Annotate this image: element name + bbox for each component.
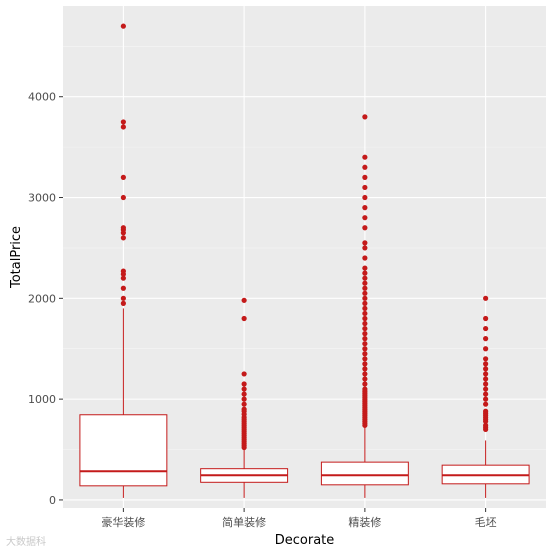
outlier-point [362,366,368,372]
y-tick-label: 1000 [28,393,56,406]
outlier-point [362,245,368,251]
outlier-point [483,356,489,362]
box-series [79,23,530,498]
x-tick-label: 简单装修 [222,515,266,529]
box-group [200,297,289,498]
outlier-point [362,300,368,306]
y-tick-label: 0 [49,494,56,507]
outlier-point [241,391,247,397]
outlier-point [483,391,489,397]
outlier-point [362,305,368,312]
y-tick-label: 4000 [28,91,56,104]
watermark: 大数据科 [6,537,46,548]
outlier-point [483,401,489,407]
outlier-point [483,371,489,377]
outlier-point [120,23,126,29]
outlier-point [120,235,126,241]
y-axis-title: TotalPrice [9,226,24,289]
outlier-point [120,119,126,125]
outlier-point [362,320,368,327]
outlier-point [362,154,368,160]
box-group [79,23,168,498]
outlier-point [362,225,368,231]
outlier-point [241,406,247,412]
outlier-point [362,270,368,276]
outlier-point [120,174,126,180]
outlier-point [483,336,489,342]
outlier-point [362,240,368,246]
outlier-point [362,174,368,180]
outlier-point [483,396,489,402]
outlier-point [241,396,247,402]
x-axis: 豪华装修 简单装修 精装修 毛坯 [101,508,497,529]
y-tick-label: 3000 [28,192,56,205]
outlier-point [362,381,368,387]
outlier-point [362,341,368,347]
x-tick-label: 豪华装修 [101,515,145,529]
box-group [441,295,530,498]
box-group [320,114,409,498]
outlier-point [362,361,368,367]
x-tick-label: 毛坯 [475,516,497,529]
outlier-point [362,351,368,357]
outlier-point [483,408,489,414]
outlier-point [362,331,368,337]
outlier-point [362,285,368,291]
outlier-point [362,310,368,317]
outlier-point [362,194,368,201]
outlier-point [362,290,368,296]
outlier-point [241,381,247,387]
outlier-point [483,315,489,322]
outlier-point [362,205,368,211]
outlier-point [483,386,489,392]
outlier-point [120,275,126,281]
outlier-point [120,194,126,201]
outlier-point [241,386,247,392]
x-tick-label: 精装修 [348,515,381,529]
outlier-point [120,295,126,301]
outlier-point [362,114,368,120]
outlier-point [120,124,126,130]
outlier-point [362,255,368,261]
outlier-point [483,325,489,332]
outlier-point [362,295,368,301]
outlier-point [362,356,368,362]
outlier-point [362,265,368,271]
box-body [320,461,409,486]
outlier-point [483,422,489,428]
outlier-point [241,315,247,322]
outlier-point [483,346,489,352]
outlier-point [483,376,489,382]
outlier-point [120,225,126,231]
outlier-point [362,376,368,382]
outlier-point [241,401,247,407]
outlier-point [483,295,489,301]
outlier-point [120,285,126,291]
outlier-point [362,315,368,322]
outlier-point [362,215,368,221]
outlier-point [483,381,489,387]
y-axis: 0 1000 2000 3000 4000 [28,91,63,507]
outlier-point [120,300,126,306]
outlier-point [362,371,368,377]
x-axis-title: Decorate [275,533,335,548]
box-body [79,414,168,487]
outlier-point [362,184,368,191]
outlier-point [362,280,368,286]
outlier-point [483,361,489,367]
outlier-point [241,371,247,377]
outlier-point [362,275,368,281]
outlier-point [241,297,247,303]
outlier-point [362,336,368,342]
outlier-point [362,346,368,352]
outlier-point [362,164,368,170]
y-tick-label: 2000 [28,292,56,305]
outlier-point [362,325,368,332]
outlier-point [120,268,126,274]
outlier-point [362,386,368,392]
outlier-point [483,366,489,372]
